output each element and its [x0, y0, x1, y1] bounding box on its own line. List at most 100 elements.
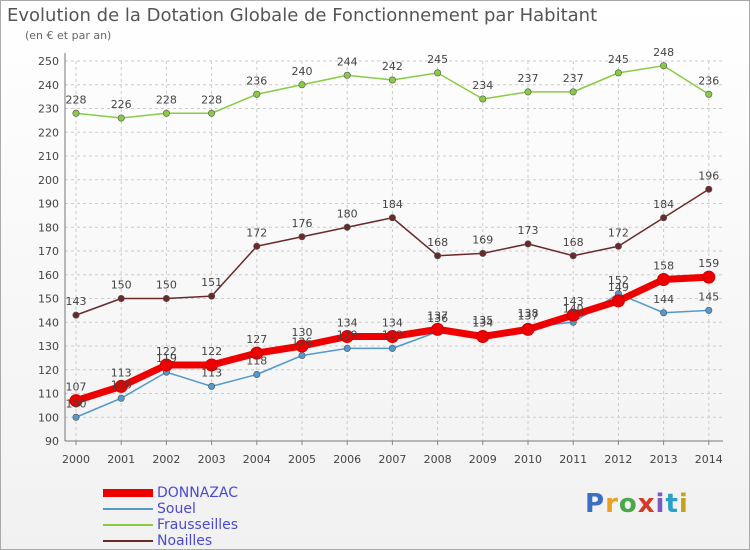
data-point-noailles	[298, 233, 306, 241]
data-point-donnazac	[431, 322, 445, 336]
legend-label: Souel	[157, 501, 196, 517]
data-point-frausseilles	[117, 114, 125, 122]
data-point-souel	[660, 309, 668, 317]
y-tick-label: 180	[38, 221, 59, 234]
data-label-frausseilles: 240	[292, 65, 313, 78]
data-label-frausseilles: 228	[201, 93, 222, 106]
data-point-frausseilles	[253, 90, 261, 98]
y-tick-label: 130	[38, 340, 59, 353]
legend: DONNAZAC Souel Frausseilles Noailles	[103, 485, 238, 549]
chart-subtitle: (en € et par an)	[25, 29, 112, 42]
data-label-donnazac: 107	[66, 381, 87, 394]
data-label-frausseilles: 228	[156, 93, 177, 106]
data-point-noailles	[388, 214, 396, 222]
data-point-noailles	[162, 294, 170, 302]
x-tick-label: 2004	[243, 453, 271, 466]
data-labels: 228 226 228 228 236 240 244 242 245 234 237 237 245 2…	[66, 46, 720, 411]
data-point-noailles	[479, 249, 487, 257]
data-point-frausseilles	[705, 90, 713, 98]
data-point-frausseilles	[298, 81, 306, 89]
data-point-frausseilles	[614, 69, 622, 77]
y-tick-label: 120	[38, 364, 59, 377]
x-tick-label: 2007	[378, 453, 406, 466]
x-tick-label: 2010	[514, 453, 542, 466]
data-label-noailles: 172	[246, 226, 267, 239]
data-point-donnazac	[340, 330, 354, 343]
data-label-noailles: 176	[292, 217, 313, 230]
data-point-souel	[705, 306, 713, 314]
data-label-donnazac: 134	[382, 317, 403, 330]
data-point-noailles	[524, 240, 532, 248]
data-point-souel	[388, 344, 396, 352]
series-lines	[69, 62, 716, 421]
legend-swatch	[103, 524, 153, 526]
legend-label: DONNAZAC	[157, 485, 239, 501]
data-point-souel	[117, 394, 125, 402]
x-tick-label: 2000	[62, 453, 90, 466]
data-label-frausseilles: 237	[518, 72, 539, 85]
data-label-souel: 118	[246, 355, 267, 368]
data-label-donnazac: 159	[698, 257, 719, 270]
data-point-noailles	[208, 292, 216, 300]
y-tick-label: 110	[38, 388, 59, 401]
y-tick-label: 190	[38, 198, 59, 211]
y-tick-label: 160	[38, 269, 59, 282]
data-label-noailles: 150	[111, 279, 132, 292]
data-point-frausseilles	[524, 88, 532, 96]
data-label-frausseilles: 248	[653, 46, 674, 59]
data-label-frausseilles: 226	[111, 98, 132, 111]
data-label-frausseilles: 236	[246, 74, 267, 87]
data-point-donnazac	[657, 273, 671, 286]
data-label-frausseilles: 236	[698, 74, 719, 87]
data-label-frausseilles: 242	[382, 60, 403, 73]
data-label-noailles: 184	[653, 198, 674, 211]
data-point-donnazac	[114, 379, 128, 393]
chart-title: Evolution de la Dotation Globale de Fonc…	[7, 5, 598, 26]
data-point-noailles	[343, 223, 351, 231]
legend-label: Frausseilles	[157, 517, 239, 533]
data-label-souel: 145	[698, 290, 719, 303]
legend-item-frausseilles: Frausseilles	[103, 517, 238, 533]
data-point-donnazac	[702, 270, 716, 284]
data-point-noailles	[660, 214, 668, 222]
data-point-frausseilles	[479, 95, 487, 103]
data-label-souel: 119	[156, 352, 177, 365]
data-label-donnazac: 134	[337, 317, 358, 330]
data-label-donnazac: 158	[653, 260, 674, 273]
x-tick-label: 2008	[424, 453, 452, 466]
axes: 90 100 110 120 130 140 150 160 170 180 190 200 210 22…	[38, 53, 723, 466]
y-tick-label: 230	[38, 103, 59, 116]
data-label-frausseilles: 237	[563, 72, 584, 85]
data-point-donnazac	[521, 322, 535, 336]
grid-lines	[65, 60, 723, 442]
x-tick-label: 2005	[288, 453, 316, 466]
legend-item-donnazac: DONNAZAC	[103, 485, 238, 501]
data-point-donnazac	[295, 339, 309, 353]
data-label-noailles: 172	[608, 226, 629, 239]
data-point-frausseilles	[388, 76, 396, 84]
data-label-noailles: 168	[427, 236, 448, 249]
data-point-donnazac	[476, 330, 490, 343]
data-label-noailles: 184	[382, 198, 403, 211]
legend-swatch	[103, 508, 153, 510]
data-label-donnazac: 137	[518, 309, 539, 322]
data-label-noailles: 151	[201, 276, 222, 289]
data-point-donnazac	[69, 394, 83, 408]
data-point-frausseilles	[208, 109, 216, 117]
data-label-noailles: 168	[563, 236, 584, 249]
data-label-donnazac: 137	[427, 309, 448, 322]
data-label-souel: 129	[382, 328, 403, 341]
data-label-frausseilles: 245	[427, 53, 448, 66]
x-tick-label: 2009	[469, 453, 497, 466]
data-label-frausseilles: 228	[66, 93, 87, 106]
data-point-frausseilles	[569, 88, 577, 96]
data-point-donnazac	[566, 308, 580, 322]
data-label-souel: 100	[66, 397, 87, 410]
y-tick-label: 220	[38, 126, 59, 139]
data-label-souel: 108	[111, 378, 132, 391]
data-label-souel: 144	[653, 293, 674, 306]
data-point-souel	[72, 413, 80, 421]
legend-item-noailles: Noailles	[103, 533, 238, 549]
y-tick-label: 240	[38, 79, 59, 92]
